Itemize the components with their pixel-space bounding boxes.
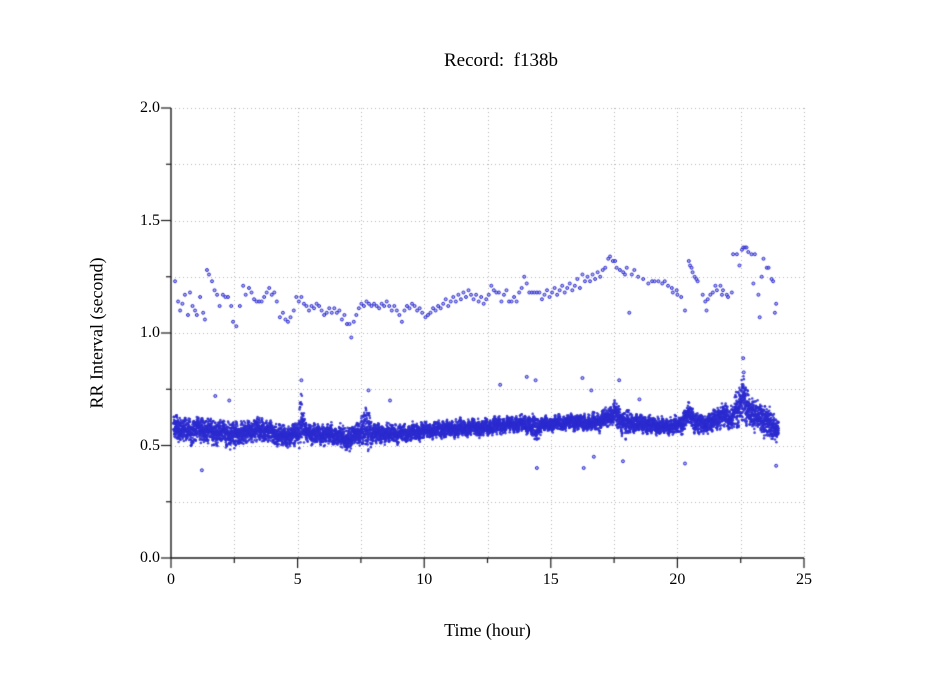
y-tick-label: 1.5 [140,211,160,229]
x-tick-label: 10 [416,571,433,588]
y-axis-label: RR Interval (second) [86,257,107,409]
y-tick-label: 0.5 [140,436,160,454]
x-tick-label: 25 [796,571,812,588]
chart-title: Record: f138b [444,50,558,71]
y-tick-label: 0.0 [140,549,160,566]
y-tick-label: 2.0 [140,99,160,116]
x-tick-label: 20 [669,571,686,588]
y-tick-label: 1.0 [140,324,160,341]
x-tick-label: 0 [167,571,175,588]
x-axis-label: Time (hour) [444,620,531,640]
x-tick-label: 5 [293,571,302,588]
x-tick-label: 15 [542,571,559,588]
